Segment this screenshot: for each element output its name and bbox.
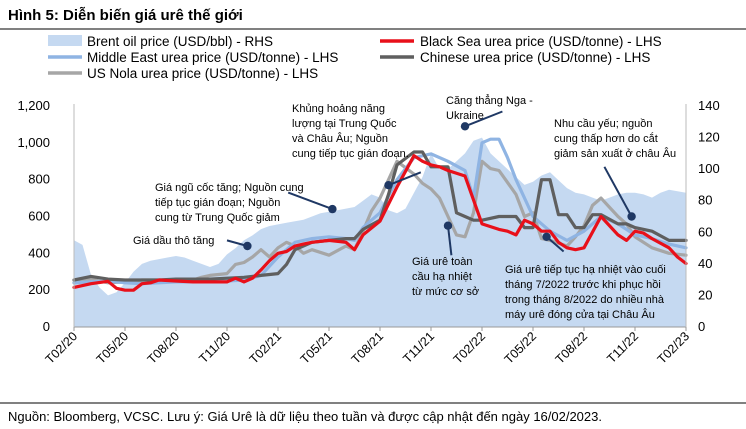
x-tick-label: T02/20	[43, 329, 80, 366]
legend-label-chinese: Chinese urea price (USD/tonne) - LHS	[420, 50, 650, 65]
x-tick-label: T08/21	[349, 329, 386, 366]
x-tick-label: T05/22	[502, 329, 539, 366]
callout-dot	[627, 212, 636, 221]
annotations: Giá dầu thô tăng Giá ngũ cốc tăng; Nguồn…	[133, 94, 676, 321]
callout-line	[603, 166, 633, 217]
callout-dot	[443, 221, 453, 230]
legend-label-us-nola: US Nola urea price (USD/tonne) - LHS	[87, 66, 318, 81]
y-left-tick-label: 800	[28, 172, 50, 187]
callout-dot	[328, 204, 337, 214]
callout-dot	[243, 241, 252, 251]
annotation-crude-oil: Giá dầu thô tăng	[133, 235, 214, 247]
y-right-tick-label: 20	[698, 287, 712, 302]
series-line-chinese	[72, 150, 688, 282]
y-right-tick-label: 120	[698, 130, 720, 145]
source-note: Nguồn: Bloomberg, VCSC. Lưu ý: Giá Urê l…	[8, 409, 602, 424]
annotation-global-cooling: Giá urê toàn cầu hạ nhiệt từ mức cơ sở	[412, 256, 479, 298]
legend: Brent oil price (USD/bbl) - RHS Black Se…	[48, 34, 662, 81]
y-right-tick-label: 40	[698, 256, 712, 271]
y-right-tick-label: 100	[698, 161, 720, 176]
legend-label-black-sea: Black Sea urea price (USD/tonne) - LHS	[420, 34, 662, 49]
legend-item-brent: Brent oil price (USD/bbl) - RHS	[48, 34, 273, 49]
annotation-energy-crisis: Khủng hoảng năng lượng tại Trung Quốc và…	[292, 103, 409, 160]
x-tick-label: T02/21	[247, 329, 284, 366]
y-right-tick-label: 80	[698, 193, 712, 208]
x-tick-label: T11/20	[196, 329, 233, 366]
annotation-grain-prices: Giá ngũ cốc tăng; Nguồn cung tiếp tục gi…	[155, 182, 307, 224]
x-tick-label: T08/22	[553, 329, 590, 366]
y-right-tick-label: 0	[698, 319, 705, 334]
y-left-tick-label: 1,200	[17, 98, 50, 113]
y-right-tick-label: 140	[698, 98, 720, 113]
legend-item-black-sea: Black Sea urea price (USD/tonne) - LHS	[380, 34, 662, 49]
callout-line	[464, 110, 503, 128]
annotation-callouts	[226, 110, 636, 256]
y-left-tick-label: 0	[43, 319, 50, 334]
y-left-tick-label: 200	[28, 282, 50, 297]
legend-swatch-brent	[48, 35, 82, 46]
callout-dot	[542, 232, 551, 241]
x-tick-label: T02/22	[451, 329, 488, 366]
annotation-july-august: Giá urê tiếp tục hạ nhiệt vào cuối tháng…	[505, 264, 669, 321]
y-left-tick-label: 600	[28, 209, 50, 224]
x-tick-label: T02/23	[655, 329, 692, 366]
legend-label-brent: Brent oil price (USD/bbl) - RHS	[87, 34, 273, 49]
series-line-black-sea	[72, 154, 688, 292]
x-tick-label: T11/22	[604, 329, 641, 366]
legend-item-us-nola: US Nola urea price (USD/tonne) - LHS	[48, 66, 318, 81]
x-tick-label: T11/21	[400, 329, 437, 366]
y-left-tick-label: 1,000	[17, 135, 50, 150]
callout-line	[287, 191, 333, 211]
callout-dot	[460, 122, 470, 131]
x-tick-label: T08/20	[145, 329, 182, 366]
y-right-tick-label: 60	[698, 224, 712, 239]
annotation-weak-demand: Nhu cầu yếu; nguồn cung thấp hơn do cắt …	[554, 118, 676, 160]
legend-item-chinese: Chinese urea price (USD/tonne) - LHS	[380, 50, 650, 65]
callout-line	[447, 225, 453, 256]
urea-lines-layer	[72, 137, 688, 292]
x-tick-label: T05/20	[94, 329, 131, 366]
y-left-tick-label: 400	[28, 245, 50, 260]
callout-dot	[384, 181, 393, 190]
x-tick-label: T05/21	[298, 329, 335, 366]
annotation-russia-ukraine: Căng thẳng Nga - Ukraine	[446, 94, 536, 122]
chart-title: Hình 5: Diễn biến giá urê thế giới	[8, 7, 243, 24]
legend-label-middle-east: Middle East urea price (USD/tonne) - LHS	[87, 50, 338, 65]
legend-item-middle-east: Middle East urea price (USD/tonne) - LHS	[48, 50, 338, 65]
callout-line	[388, 171, 422, 187]
